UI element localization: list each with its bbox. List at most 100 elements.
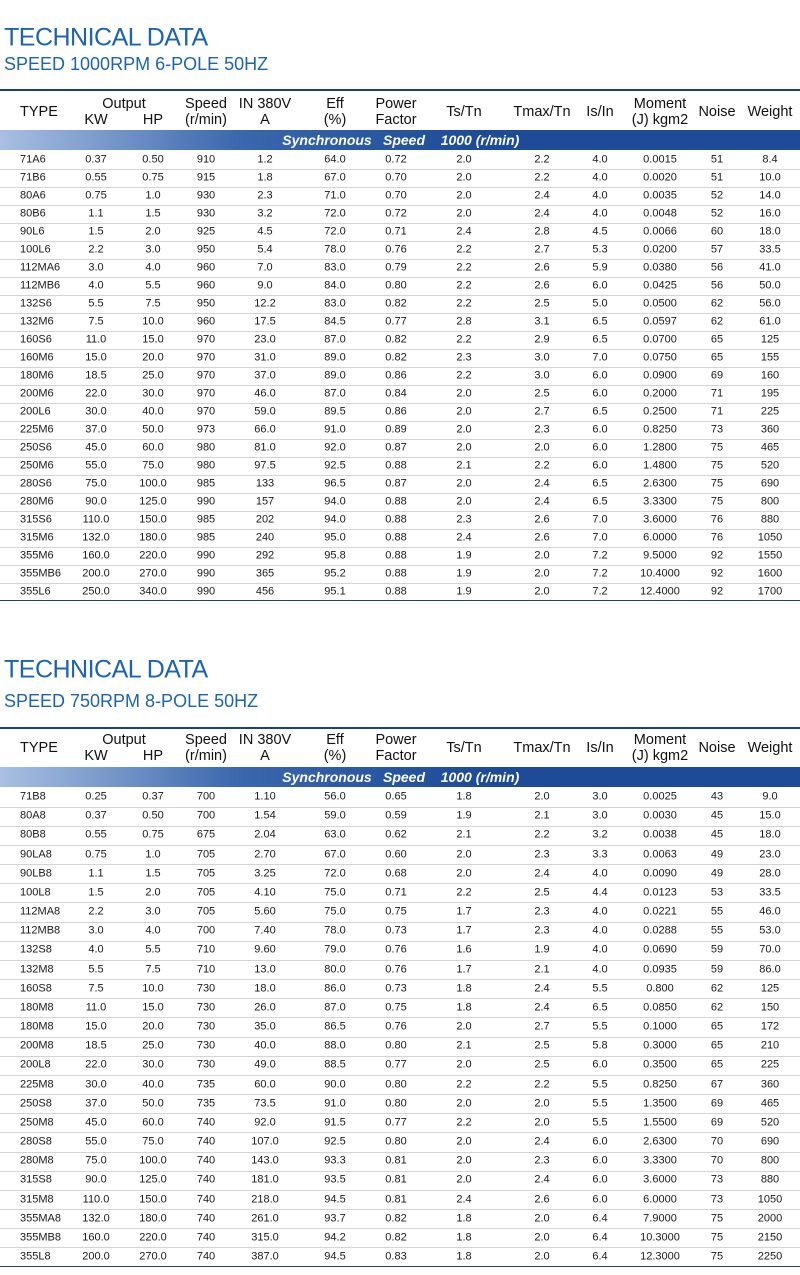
data-cell: 387.0 [251,1250,279,1263]
data-cell: 53.0 [759,924,781,937]
data-cell: 2.6 [534,513,550,526]
data-cell: 55 [710,905,724,918]
data-cell: 0.75 [85,848,107,860]
data-cell: 0.1000 [643,1020,677,1033]
data-cell: 65 [710,1039,724,1052]
data-cell: 69 [710,369,724,382]
column-header: (J) kgm2 [631,747,689,764]
data-cell: 2.3 [534,905,550,918]
data-cell: 53 [710,886,724,899]
data-cell: 2.0 [456,189,472,202]
data-cell: 15.0 [142,333,164,346]
data-cell: 4.10 [254,886,276,899]
data-cell: 60.0 [142,1116,164,1129]
data-cell: 2.5 [534,387,550,400]
data-cell: 91.0 [324,423,346,436]
data-cell: 0.0850 [643,1001,677,1014]
data-cell: 6.4 [592,1212,608,1225]
data-cell: 87.0 [324,387,346,400]
data-cell: 2.2 [88,905,104,918]
data-cell: 2.0 [456,1020,472,1033]
data-cell: 456 [255,585,275,598]
data-cell: 5.5 [88,963,104,976]
data-cell: 2.6300 [643,1135,677,1148]
data-cell: 6.5 [592,1001,608,1014]
row-divider [0,565,800,566]
data-cell: 1.9 [534,943,550,956]
row-divider [0,187,800,188]
data-cell: 970 [196,387,216,400]
data-cell: 2.0 [534,585,550,598]
data-cell: 59 [710,943,724,956]
data-cell: 1.9 [456,567,472,580]
data-cell: 690 [760,1135,780,1148]
data-cell: 9.60 [254,943,276,956]
data-cell: 132.0 [82,1212,110,1225]
data-cell: 69 [710,1116,724,1129]
row-divider [0,583,800,584]
data-cell: 2.7 [534,243,550,256]
data-cell: 3.3300 [643,1154,677,1167]
data-cell: 0.73 [385,924,407,937]
data-cell: 1.5 [88,886,104,899]
data-cell: 92 [710,585,724,598]
data-cell: 13.0 [254,963,276,976]
data-cell: 30.0 [85,1078,107,1091]
data-cell: 7.0 [592,351,608,364]
column-header: Power [375,731,417,748]
data-cell: 2.2 [88,243,104,256]
type-cell: 100L8 [20,886,51,899]
row-divider [0,1074,800,1076]
data-cell: 970 [196,351,216,364]
data-cell: 92.0 [324,441,346,454]
data-cell: 73 [710,423,724,436]
data-cell: 960 [196,315,216,328]
data-cell: 0.80 [385,279,407,292]
data-cell: 46.0 [759,905,781,918]
data-cell: 0.60 [385,848,407,860]
data-cell: 2.0 [456,848,472,860]
data-cell: 2.04 [254,828,276,841]
column-header: HP [142,747,164,764]
row-divider [0,529,800,530]
data-cell: 0.0048 [643,207,677,220]
data-cell: 3.0 [145,905,161,918]
data-cell: 2.0 [534,549,550,562]
data-cell: 107.0 [251,1135,279,1148]
data-cell: 0.76 [385,943,407,956]
data-cell: 0.72 [385,153,407,166]
data-cell: 75 [710,1212,724,1225]
row-divider [0,825,800,827]
data-cell: 71 [710,387,724,400]
data-cell: 20.0 [142,351,164,364]
data-cell: 0.0750 [643,351,677,364]
data-cell: 33.5 [759,886,781,899]
data-cell: 7.5 [145,297,161,310]
data-cell: 89.0 [324,351,346,364]
data-cell: 4.0 [592,189,608,202]
data-cell: 225 [760,405,780,418]
data-cell: 6.0 [592,459,608,472]
column-header: Output [102,95,146,112]
data-cell: 210 [760,1039,780,1052]
type-cell: 355MA8 [20,1212,61,1225]
row-divider [0,1017,800,1019]
column-header: Is/In [586,739,614,756]
data-cell: 0.80 [385,1097,407,1110]
type-cell: 280S8 [20,1135,52,1148]
column-header: (%) [323,747,347,764]
data-cell: 3.2 [257,207,273,220]
data-cell: 87.0 [324,333,346,346]
data-cell: 0.59 [385,809,407,822]
data-cell: 100.0 [139,1154,167,1167]
data-cell: 2.4 [534,189,550,202]
data-cell: 2.2 [534,1078,550,1091]
data-cell: 1.5 [145,207,161,220]
data-cell: 94.5 [324,1193,346,1206]
column-header: (r/min) [185,111,227,128]
data-cell: 705 [196,848,216,860]
data-cell: 23.0 [254,333,276,346]
row-divider [0,367,800,368]
data-cell: 12.3000 [640,1250,680,1263]
data-cell: 2150 [757,1231,783,1244]
